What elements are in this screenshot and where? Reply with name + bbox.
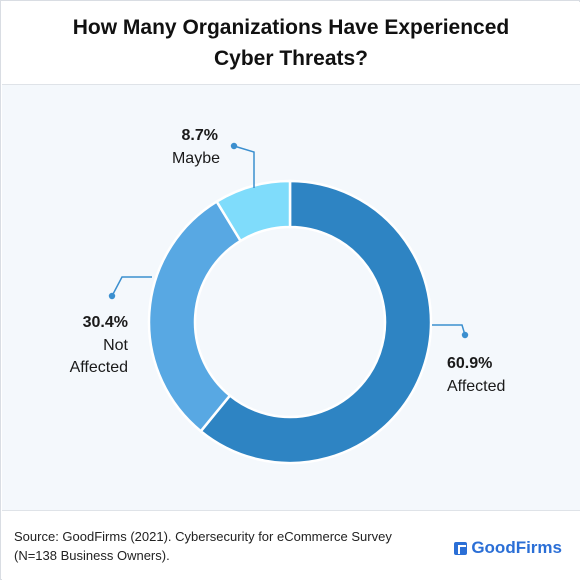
source-note: Source: GoodFirms (2021). Cybersecurity … xyxy=(14,527,434,565)
brand-logo: GoodFirms xyxy=(454,538,562,558)
source-line-1: Source: GoodFirms (2021). Cybersecurity … xyxy=(14,529,392,544)
leader-line-not-affected xyxy=(111,276,152,297)
category-label-not-affected: Affected xyxy=(70,359,128,376)
slice-not-affected xyxy=(147,199,243,433)
leader-dot-maybe xyxy=(230,142,238,150)
value-label-not-affected: 30.4% xyxy=(83,314,128,331)
leader-line-affected xyxy=(432,324,466,336)
chart-title: How Many Organizations Have Experienced … xyxy=(2,2,580,74)
brand-name: GoodFirms xyxy=(471,538,562,557)
leader-dot-affected xyxy=(461,331,469,339)
value-label-maybe: 8.7% xyxy=(182,127,218,144)
footer: Source: GoodFirms (2021). Cybersecurity … xyxy=(2,510,580,581)
title-line-2: Cyber Threats? xyxy=(213,47,369,70)
source-line-2: (N=138 Business Owners). xyxy=(14,548,170,563)
title-line-1: How Many Organizations Have Experienced xyxy=(72,16,510,39)
value-label-affected: 60.9% xyxy=(447,355,492,372)
category-label-affected: Affected xyxy=(447,378,505,395)
slice-maybe xyxy=(214,179,292,243)
category-label-not-affected: Not xyxy=(103,337,128,354)
leader-dot-not-affected xyxy=(108,292,116,300)
goodfirms-logo-icon xyxy=(454,541,468,555)
leader-line-maybe xyxy=(233,145,255,188)
header: How Many Organizations Have Experienced … xyxy=(2,2,580,85)
category-label-maybe: Maybe xyxy=(172,150,220,167)
slice-affected xyxy=(199,179,433,465)
